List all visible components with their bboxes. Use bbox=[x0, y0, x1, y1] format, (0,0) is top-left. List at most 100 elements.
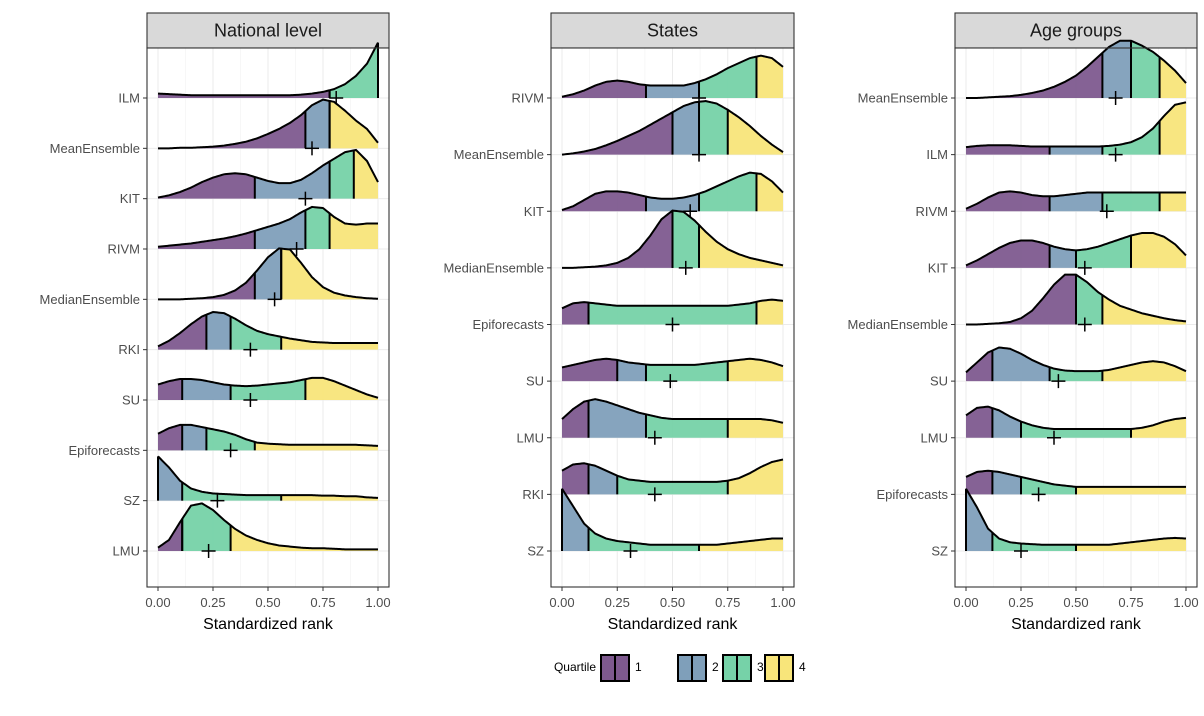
quartile-2-area bbox=[1049, 192, 1103, 212]
ridge-MeanEnsemble bbox=[158, 98, 379, 156]
x-tick-label: 0.50 bbox=[1063, 595, 1088, 610]
quartile-3-area bbox=[305, 207, 330, 249]
panel-strip bbox=[954, 12, 1198, 49]
quartile-2-area bbox=[617, 359, 646, 382]
quartile-4-area bbox=[305, 377, 378, 400]
density-outline bbox=[965, 101, 1187, 149]
ridge-LMU bbox=[561, 398, 784, 445]
quartile-1-area bbox=[158, 378, 183, 400]
quartile-1-area bbox=[966, 470, 993, 495]
legend-title: Quartile bbox=[554, 660, 596, 674]
quartile-2-area bbox=[305, 99, 330, 149]
x-tick-label: 0.25 bbox=[605, 595, 630, 610]
density-outline bbox=[157, 502, 378, 551]
quartile-3-area bbox=[672, 210, 700, 268]
density-outline bbox=[965, 488, 1187, 546]
density-outline bbox=[561, 298, 784, 310]
x-tick-label: 0.00 bbox=[549, 595, 574, 610]
density-outline bbox=[561, 54, 784, 98]
y-tick-label: MeanEnsemble bbox=[858, 91, 948, 106]
x-tick-label: 0.50 bbox=[660, 595, 685, 610]
y-tick-label: KIT bbox=[928, 260, 948, 275]
x-tick-label: 0.50 bbox=[255, 595, 280, 610]
x-tick-label: 0.25 bbox=[200, 595, 225, 610]
quartile-4-area bbox=[756, 299, 783, 325]
quartile-2-area bbox=[1102, 40, 1131, 98]
density-outline bbox=[158, 98, 379, 150]
density-outline bbox=[561, 357, 784, 369]
quartile-4-area bbox=[727, 459, 783, 495]
quartile-1-area bbox=[562, 463, 589, 495]
quartile-3-area bbox=[1131, 40, 1160, 98]
quartile-3-area bbox=[206, 427, 255, 451]
panel-0: National level ILM MeanEnsemble KIT RIVM Medi… bbox=[40, 12, 391, 633]
density-outline bbox=[157, 205, 378, 248]
legend-key-2: 2 bbox=[677, 654, 719, 682]
quartile-2-area bbox=[1049, 245, 1076, 268]
y-tick-label: KIT bbox=[120, 191, 140, 206]
quartile-3-area bbox=[645, 414, 728, 438]
legend-key-1: 1 bbox=[600, 654, 642, 682]
quartile-2-area bbox=[588, 399, 646, 438]
quartile-1-area bbox=[966, 191, 1050, 212]
x-tick-label: 0.75 bbox=[1118, 595, 1143, 610]
density-outline bbox=[157, 376, 379, 399]
quartile-2-area bbox=[158, 456, 183, 501]
quartile-4-area bbox=[1102, 295, 1186, 325]
ridge-MeanEnsemble bbox=[561, 100, 784, 162]
panel-2: Age groups MeanEnsemble ILM RIVM KIT MedianEn… bbox=[848, 12, 1199, 633]
panel-strip bbox=[146, 12, 390, 49]
ridge-SZ bbox=[965, 488, 1187, 558]
quartile-4-area bbox=[230, 525, 378, 551]
quartile-2-area bbox=[182, 424, 207, 451]
y-tick-label: SU bbox=[122, 393, 140, 408]
quartile-2-area bbox=[562, 488, 589, 551]
quartile-1-area bbox=[966, 240, 1050, 268]
ridge-KIT bbox=[561, 171, 784, 219]
ridge-ILM bbox=[965, 101, 1187, 162]
quartile-2-area bbox=[966, 488, 993, 551]
ridge-SU bbox=[965, 346, 1187, 389]
y-tick-label: SZ bbox=[527, 544, 544, 559]
y-tick-label: MedianEnsemble bbox=[444, 260, 544, 275]
y-tick-label: SU bbox=[526, 374, 544, 389]
quartile-2-area bbox=[1049, 146, 1103, 155]
quartile-4-area bbox=[699, 538, 783, 551]
y-tick-label: MeanEnsemble bbox=[50, 141, 140, 156]
density-outline bbox=[561, 488, 783, 546]
y-tick-label: RIVM bbox=[916, 204, 949, 219]
quartile-4-area bbox=[699, 225, 783, 268]
quartile-3-area bbox=[645, 361, 728, 382]
ridge-Epiforecasts bbox=[561, 298, 784, 332]
density-outline bbox=[157, 455, 379, 499]
quartile-3-area bbox=[230, 379, 306, 400]
legend-label: 2 bbox=[712, 660, 719, 674]
quartile-1-area bbox=[966, 52, 1103, 98]
quartile-3-area bbox=[329, 150, 354, 199]
density-outline bbox=[965, 346, 1187, 374]
quartile-3-area bbox=[699, 56, 757, 98]
quartile-4-area bbox=[1076, 486, 1186, 495]
y-tick-label: SZ bbox=[931, 544, 948, 559]
quartile-1-area bbox=[562, 80, 646, 98]
quartile-1-area bbox=[158, 518, 183, 551]
y-tick-label: Epiforecasts bbox=[876, 487, 948, 502]
quartile-1-area bbox=[562, 358, 618, 382]
density-outline bbox=[966, 39, 1187, 99]
panel-title: States bbox=[647, 21, 698, 41]
y-tick-label: MeanEnsemble bbox=[454, 147, 544, 162]
quartile-3-area bbox=[1102, 120, 1160, 155]
x-tick-label: 0.75 bbox=[310, 595, 335, 610]
quartile-4-area bbox=[1159, 102, 1186, 155]
ridge-ILM bbox=[157, 42, 379, 105]
quartile-4-area bbox=[727, 419, 783, 438]
quartile-3-area bbox=[992, 532, 1076, 551]
ridge-SZ bbox=[561, 488, 783, 558]
y-tick-label: Epiforecasts bbox=[472, 317, 544, 332]
quartile-4-area bbox=[1131, 232, 1186, 268]
ridge-KIT bbox=[965, 231, 1187, 275]
quartile-2-area bbox=[254, 210, 306, 249]
quartile-1-area bbox=[562, 112, 673, 155]
